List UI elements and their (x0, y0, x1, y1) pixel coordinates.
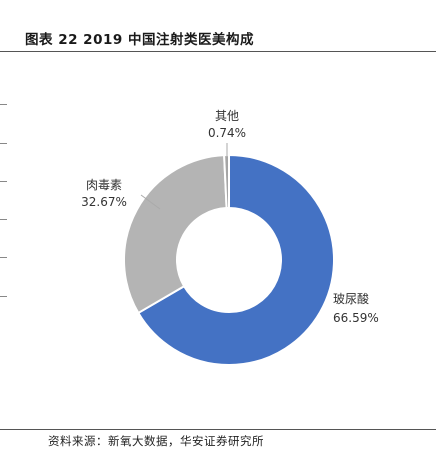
edge-mark (0, 104, 7, 105)
donut-chart: 玻尿酸 66.59% 肉毒素 32.67% 其他 0.74% (81, 109, 379, 366)
slice-label-value-2: 0.74% (208, 126, 246, 140)
donut-slice-1 (123, 154, 228, 315)
slice-label-name-0: 玻尿酸 (333, 291, 369, 306)
edge-mark (0, 296, 7, 297)
edge-mark (0, 257, 7, 258)
slice-label-value-0: 66.59% (333, 311, 379, 325)
source-note: 资料来源：新氧大数据，华安证券研究所 (48, 434, 264, 448)
leader-line-1 (140, 194, 161, 210)
slice-label-name-2: 其他 (215, 109, 239, 123)
top-divider (0, 51, 436, 52)
edge-mark (0, 181, 7, 182)
donut-slice-2 (223, 153, 230, 210)
slice-label-value-1: 32.67% (81, 195, 127, 209)
edge-mark (0, 143, 7, 144)
chart-title: 图表 22 2019 中国注射类医美构成 (25, 32, 254, 48)
donut-slice-0 (136, 153, 335, 366)
slice-label-name-1: 肉毒素 (86, 178, 122, 192)
bottom-divider (0, 429, 436, 430)
edge-mark (0, 219, 7, 220)
